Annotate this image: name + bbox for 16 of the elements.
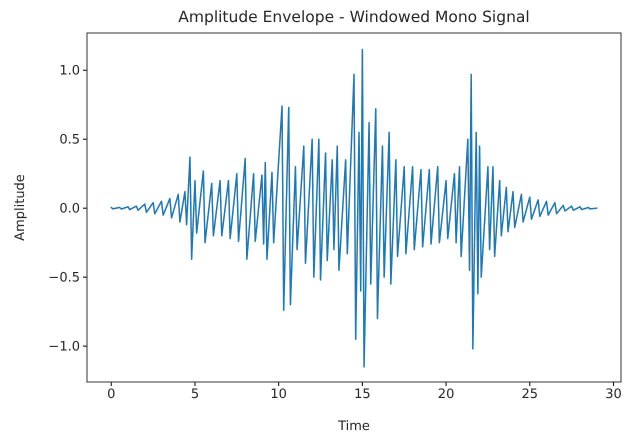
x-tick-label: 25 <box>521 387 538 402</box>
chart-title: Amplitude Envelope - Windowed Mono Signal <box>178 8 530 26</box>
line-series <box>110 48 598 368</box>
y-tick-label: 0.0 <box>59 201 80 216</box>
x-tick-label: 15 <box>354 387 371 402</box>
y-tick-label: −1.0 <box>48 339 80 354</box>
y-tick-label: 1.0 <box>59 63 80 78</box>
y-tick-label: 0.5 <box>59 132 80 148</box>
x-tick-label: 10 <box>270 387 287 402</box>
x-tick-label: 5 <box>190 387 200 402</box>
x-axis-title: Time <box>337 419 370 434</box>
x-tick-label: 20 <box>438 387 454 402</box>
x-tick-label: 0 <box>107 387 116 402</box>
y-tick-label: −0.5 <box>48 270 80 286</box>
x-tick-label: 30 <box>605 387 622 402</box>
y-axis-title: Amplitude <box>13 174 28 241</box>
